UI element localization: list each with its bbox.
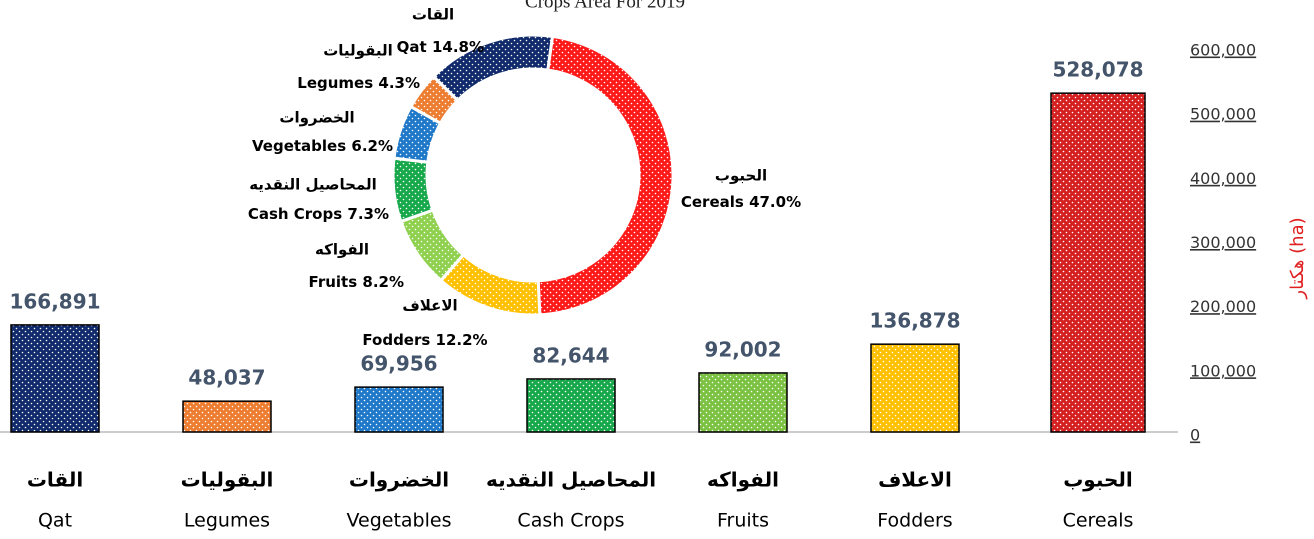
slice-label: Cash Crops 7.3% <box>248 205 389 223</box>
bar <box>698 372 788 433</box>
x-tick-label-ar: الفواكه <box>707 468 779 492</box>
value-label: 48,037 <box>188 366 265 390</box>
value-label: 82,644 <box>532 343 609 367</box>
bar <box>870 343 960 433</box>
x-tick-label: Cereals <box>1063 510 1134 532</box>
x-tick-label-ar: الحبوب <box>1063 468 1133 492</box>
slice-label: Fruits 8.2% <box>309 273 404 291</box>
y-tick-label: 400,000 <box>1190 169 1256 188</box>
pie-slice <box>431 33 555 103</box>
slice-name: Fodders <box>362 331 430 349</box>
y-axis-label: هكتار (ha) <box>1287 217 1308 299</box>
x-tick-label: Legumes <box>184 510 270 532</box>
pie-slice <box>391 156 435 224</box>
x-tick-label-ar: المحاصيل النقديه <box>486 468 656 492</box>
slice-value: 4.3% <box>378 74 420 92</box>
slice-value: 8.2% <box>362 273 404 291</box>
x-tick-label-ar: البقوليات <box>181 468 274 492</box>
x-tick-label: Fruits <box>717 510 769 532</box>
y-tick-label: 300,000 <box>1190 233 1256 252</box>
bar <box>354 386 444 433</box>
slice-name: Qat <box>397 38 427 56</box>
slice-name: Fruits <box>309 273 358 291</box>
y-tick-label: 600,000 <box>1190 41 1256 60</box>
slice-label: Vegetables 6.2% <box>252 137 393 155</box>
slice-label-ar: الفواكه <box>315 241 369 259</box>
slice-label-ar: المحاصيل النقديه <box>249 176 377 194</box>
slice-name: Vegetables <box>252 137 346 155</box>
value-label: 92,002 <box>704 337 781 361</box>
x-tick-label: Cash Crops <box>517 510 624 532</box>
x-tick-label: Qat <box>38 510 72 532</box>
slice-label: Cereals 47.0% <box>681 193 801 211</box>
pie-slice <box>536 34 675 317</box>
value-label: 166,891 <box>9 289 100 313</box>
slice-value: 47.0% <box>749 193 801 211</box>
slice-label: Qat 14.8% <box>397 38 484 56</box>
slice-label-ar: الاعلاف <box>402 297 457 315</box>
chart-title: Crops Area For 2019 <box>525 0 685 12</box>
value-label: 69,956 <box>360 352 437 376</box>
value-label: 136,878 <box>869 309 960 333</box>
bar <box>10 324 100 433</box>
slice-label-ar: البقوليات <box>323 42 393 60</box>
slice-name: Legumes <box>297 74 373 92</box>
slice-name: Cash Crops <box>248 205 342 223</box>
value-label: 528,078 <box>1052 58 1143 82</box>
slice-label-ar: القات <box>412 6 454 24</box>
y-tick-label: 100,000 <box>1190 361 1256 380</box>
slice-label-ar: الخضروات <box>279 109 354 127</box>
y-tick-label: 500,000 <box>1190 105 1256 124</box>
slice-value: 7.3% <box>347 205 389 223</box>
bar <box>526 378 616 433</box>
slice-value: 12.2% <box>436 331 488 349</box>
x-tick-label: Vegetables <box>347 510 452 532</box>
slice-value: 14.8% <box>432 38 484 56</box>
bar <box>1050 92 1146 433</box>
slice-name: Cereals <box>681 193 744 211</box>
y-tick-label: 200,000 <box>1190 297 1256 316</box>
slice-value: 6.2% <box>351 137 393 155</box>
x-tick-label: Fodders <box>877 510 952 532</box>
slice-label-ar: الحبوب <box>715 167 767 185</box>
x-tick-label-ar: القات <box>27 468 83 492</box>
y-tick-label: 0 <box>1190 426 1200 445</box>
bar <box>182 400 272 433</box>
x-tick-label-ar: الاعلاف <box>878 468 952 492</box>
slice-label: Fodders 12.2% <box>362 331 487 349</box>
slice-label: Legumes 4.3% <box>297 74 420 92</box>
x-tick-label-ar: الخضروات <box>349 468 449 492</box>
